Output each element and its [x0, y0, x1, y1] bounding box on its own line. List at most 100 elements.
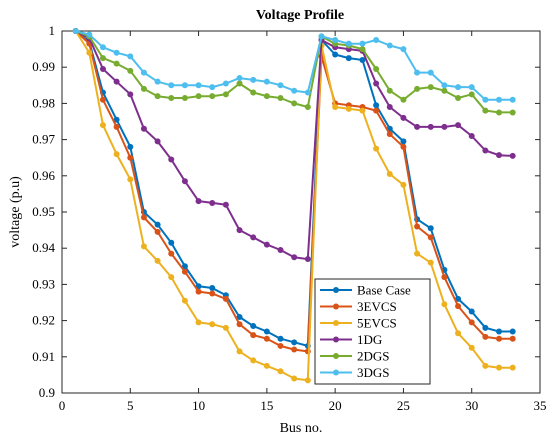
data-point-5evcs: [236, 348, 243, 355]
data-point-3evcs: [195, 288, 202, 295]
data-point-3dgs: [359, 40, 366, 47]
data-point-1dg: [209, 199, 216, 206]
data-point-2dgs: [414, 85, 421, 92]
data-point-1dg: [113, 78, 120, 85]
data-point-1dg: [509, 152, 516, 159]
y-axis-label: voltage (p.u): [8, 176, 23, 248]
data-point-3evcs: [291, 346, 298, 353]
x-tick-label: 30: [465, 398, 478, 413]
data-point-1dg: [222, 201, 229, 208]
data-point-base-case: [332, 51, 339, 58]
data-point-1dg: [373, 80, 380, 87]
data-point-5evcs: [359, 107, 366, 114]
data-point-3dgs: [291, 87, 298, 94]
chart-title: Voltage Profile: [256, 8, 344, 23]
data-point-1dg: [496, 152, 503, 159]
data-point-1dg: [127, 91, 134, 98]
data-point-3evcs: [250, 332, 257, 339]
data-point-base-case: [209, 285, 216, 292]
data-point-1dg: [250, 234, 257, 241]
y-tick-label: 0.95: [32, 204, 55, 219]
data-point-5evcs: [345, 105, 352, 112]
data-point-3dgs: [345, 40, 352, 47]
data-point-2dgs: [291, 100, 298, 107]
data-point-1dg: [386, 104, 393, 111]
data-point-3dgs: [263, 78, 270, 85]
data-point-base-case: [250, 323, 257, 330]
data-point-3evcs: [400, 143, 407, 150]
data-point-5evcs: [414, 250, 421, 257]
data-point-2dgs: [386, 87, 393, 94]
data-point-2dgs: [250, 89, 257, 96]
series-5evcs: [72, 28, 516, 384]
data-point-1dg: [441, 123, 448, 130]
y-tick-label: 1: [49, 23, 56, 38]
data-point-2dgs: [304, 104, 311, 111]
data-point-3dgs: [332, 37, 339, 44]
data-point-3dgs: [468, 84, 475, 91]
data-point-base-case: [373, 102, 380, 109]
data-point-base-case: [236, 313, 243, 320]
data-point-3dgs: [509, 96, 516, 103]
data-point-5evcs: [427, 259, 434, 266]
data-point-5evcs: [455, 330, 462, 337]
data-point-3evcs: [113, 123, 120, 130]
data-point-base-case: [263, 328, 270, 335]
data-point-2dgs: [113, 60, 120, 67]
data-point-3evcs: [236, 321, 243, 328]
data-point-2dgs: [181, 94, 188, 101]
y-tick-label: 0.9: [39, 385, 55, 400]
data-point-3dgs: [304, 89, 311, 96]
data-point-base-case: [509, 328, 516, 335]
data-point-base-case: [345, 55, 352, 62]
data-point-2dgs: [455, 94, 462, 101]
y-tick-label: 0.91: [32, 349, 55, 364]
data-point-2dgs: [359, 46, 366, 53]
data-point-3dgs: [441, 82, 448, 89]
data-point-5evcs: [386, 170, 393, 177]
data-point-5evcs: [168, 274, 175, 281]
x-tick-label: 25: [397, 398, 410, 413]
data-point-2dgs: [400, 96, 407, 103]
legend-box: [314, 278, 431, 385]
data-point-3dgs: [222, 80, 229, 87]
legend-label: 1DG: [357, 332, 382, 347]
data-point-1dg: [427, 123, 434, 130]
data-point-3evcs: [482, 333, 489, 340]
legend-marker: [333, 287, 339, 293]
data-point-3dgs: [236, 75, 243, 82]
y-tick-label: 0.99: [32, 59, 55, 74]
data-point-3dgs: [86, 31, 93, 38]
x-axis-label: Bus no.: [280, 421, 323, 436]
data-point-3evcs: [455, 303, 462, 310]
data-point-3dgs: [168, 82, 175, 89]
data-point-3dgs: [386, 42, 393, 49]
data-point-3evcs: [386, 131, 393, 138]
data-point-5evcs: [482, 362, 489, 369]
data-point-3evcs: [496, 335, 503, 342]
data-point-3dgs: [455, 84, 462, 91]
x-tick-label: 20: [329, 398, 342, 413]
data-point-1dg: [236, 227, 243, 234]
data-point-2dgs: [277, 94, 284, 101]
data-point-3evcs: [468, 319, 475, 326]
data-point-3evcs: [222, 295, 229, 302]
plot-area: [61, 30, 541, 394]
y-tick-label: 0.97: [32, 132, 55, 147]
data-point-2dgs: [482, 107, 489, 114]
data-point-3dgs: [400, 46, 407, 53]
data-point-5evcs: [291, 375, 298, 382]
data-point-1dg: [99, 66, 106, 73]
data-point-base-case: [400, 138, 407, 145]
data-point-3evcs: [263, 335, 270, 342]
data-point-2dgs: [127, 67, 134, 74]
data-point-3dgs: [195, 82, 202, 89]
series-group: [72, 28, 516, 384]
legend-label: 3EVCS: [357, 299, 397, 314]
data-point-1dg: [468, 132, 475, 139]
data-point-3evcs: [209, 290, 216, 297]
y-axis-ticks: 0.9 0.91 0.92 0.93 0.94 0.95 0.96 0.97 0.98 0.99 1: [32, 23, 540, 400]
data-point-3dgs: [277, 82, 284, 89]
